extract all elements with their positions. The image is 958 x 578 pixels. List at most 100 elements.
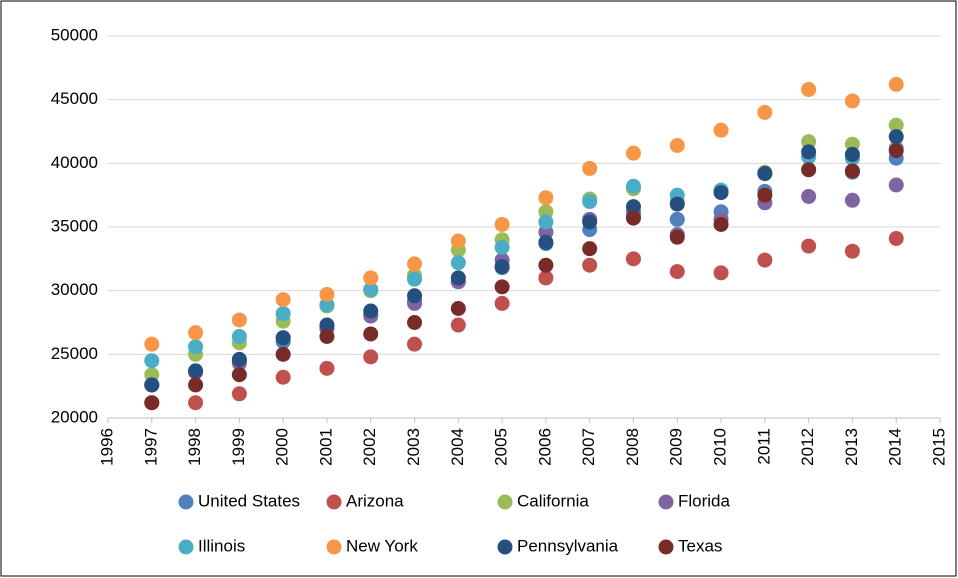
point: [275, 369, 291, 385]
legend-marker: [497, 494, 513, 510]
point: [844, 93, 860, 109]
point: [669, 196, 685, 212]
point: [407, 288, 423, 304]
point: [625, 210, 641, 226]
point: [407, 336, 423, 352]
point: [538, 257, 554, 273]
point: [494, 295, 510, 311]
point: [538, 214, 554, 230]
y-tick-label: 30000: [51, 280, 98, 299]
point: [625, 178, 641, 194]
legend-label: Illinois: [198, 536, 245, 555]
x-tick-label: 2014: [886, 428, 905, 466]
legend-marker: [326, 539, 342, 555]
point: [844, 146, 860, 162]
point: [538, 234, 554, 250]
point: [188, 395, 204, 411]
point: [363, 326, 379, 342]
x-tick-label: 2009: [667, 428, 686, 466]
legend-marker: [497, 539, 513, 555]
x-tick-label: 2002: [360, 428, 379, 466]
x-tick-label: 1998: [185, 428, 204, 466]
point: [144, 353, 160, 369]
x-tick-label: 1996: [97, 428, 116, 466]
point: [407, 315, 423, 330]
point: [231, 351, 247, 367]
point: [363, 303, 379, 319]
point: [669, 264, 685, 280]
point: [275, 346, 291, 362]
point: [582, 241, 598, 257]
legend-label: Texas: [678, 536, 722, 555]
point: [363, 349, 379, 365]
x-tick-label: 2011: [754, 428, 773, 465]
point: [188, 339, 204, 355]
point: [538, 270, 554, 286]
y-tick-label: 50000: [51, 25, 98, 44]
point: [144, 336, 160, 352]
x-tick-label: 1999: [229, 428, 248, 466]
legend-marker: [326, 494, 342, 510]
point: [275, 330, 291, 346]
x-tick-label: 2010: [711, 428, 730, 466]
y-tick-label: 35000: [51, 216, 98, 235]
point: [188, 377, 204, 393]
point: [669, 211, 685, 227]
point: [450, 300, 466, 316]
point: [231, 367, 247, 383]
point: [801, 81, 817, 97]
legend-label: Florida: [678, 491, 731, 510]
x-tick-label: 2004: [448, 428, 467, 466]
y-tick-label: 45000: [51, 89, 98, 108]
point: [582, 214, 598, 230]
legend-marker: [658, 494, 674, 510]
point: [231, 386, 247, 402]
point: [888, 76, 904, 92]
point: [801, 188, 817, 204]
point: [450, 317, 466, 333]
point: [144, 395, 160, 411]
point: [888, 177, 904, 193]
point: [450, 270, 466, 286]
point: [625, 199, 641, 215]
point: [888, 129, 904, 145]
point: [188, 325, 204, 341]
legend-label: California: [517, 491, 589, 510]
point: [231, 312, 247, 328]
y-tick-label: 40000: [51, 153, 98, 172]
point: [494, 239, 510, 255]
point: [231, 329, 247, 345]
x-tick-label: 2015: [929, 428, 948, 466]
x-tick-label: 1997: [141, 428, 160, 466]
point: [713, 216, 729, 232]
point: [757, 187, 773, 203]
point: [888, 230, 904, 246]
legend-marker: [178, 539, 194, 555]
legend-label: United States: [198, 491, 300, 510]
point: [319, 360, 335, 376]
point: [582, 194, 598, 210]
point: [888, 143, 904, 159]
point: [757, 104, 773, 120]
point: [713, 122, 729, 138]
point: [275, 292, 291, 308]
x-tick-label: 2005: [492, 428, 511, 466]
point: [144, 377, 160, 393]
point: [713, 185, 729, 201]
y-tick-label: 20000: [51, 407, 98, 426]
point: [669, 138, 685, 154]
point: [494, 216, 510, 232]
point: [801, 162, 817, 178]
point: [669, 229, 685, 245]
point: [407, 271, 423, 287]
point: [757, 166, 773, 182]
point: [844, 163, 860, 179]
point: [319, 317, 335, 333]
point: [888, 117, 904, 133]
point: [450, 233, 466, 249]
point: [538, 190, 554, 206]
point: [713, 265, 729, 281]
x-tick-label: 2001: [316, 428, 335, 466]
